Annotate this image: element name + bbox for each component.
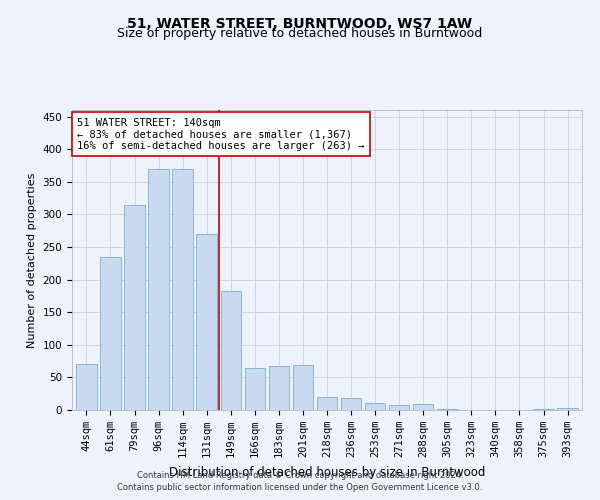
Text: Size of property relative to detached houses in Burntwood: Size of property relative to detached ho… (118, 28, 482, 40)
Bar (341, 398, 361, 410)
Bar (389, 406, 409, 410)
Bar (557, 408, 578, 410)
Bar (293, 365, 313, 410)
Bar (437, 408, 458, 410)
Bar (533, 408, 554, 410)
Bar (245, 368, 265, 410)
Bar (148, 168, 169, 410)
Bar (100, 256, 121, 410)
Bar (221, 290, 241, 410)
Bar (365, 404, 385, 410)
Bar (172, 168, 193, 410)
Text: 51, WATER STREET, BURNTWOOD, WS7 1AW: 51, WATER STREET, BURNTWOOD, WS7 1AW (127, 18, 473, 32)
Bar (196, 234, 217, 410)
Bar (124, 204, 145, 410)
X-axis label: Distribution of detached houses by size in Burntwood: Distribution of detached houses by size … (169, 466, 485, 478)
Text: Contains HM Land Registry data © Crown copyright and database right 2024.
Contai: Contains HM Land Registry data © Crown c… (118, 471, 482, 492)
Bar (269, 366, 289, 410)
Bar (413, 404, 433, 410)
Text: 51 WATER STREET: 140sqm
← 83% of detached houses are smaller (1,367)
16% of semi: 51 WATER STREET: 140sqm ← 83% of detache… (77, 118, 365, 150)
Y-axis label: Number of detached properties: Number of detached properties (27, 172, 37, 348)
Bar (76, 364, 97, 410)
Bar (317, 397, 337, 410)
